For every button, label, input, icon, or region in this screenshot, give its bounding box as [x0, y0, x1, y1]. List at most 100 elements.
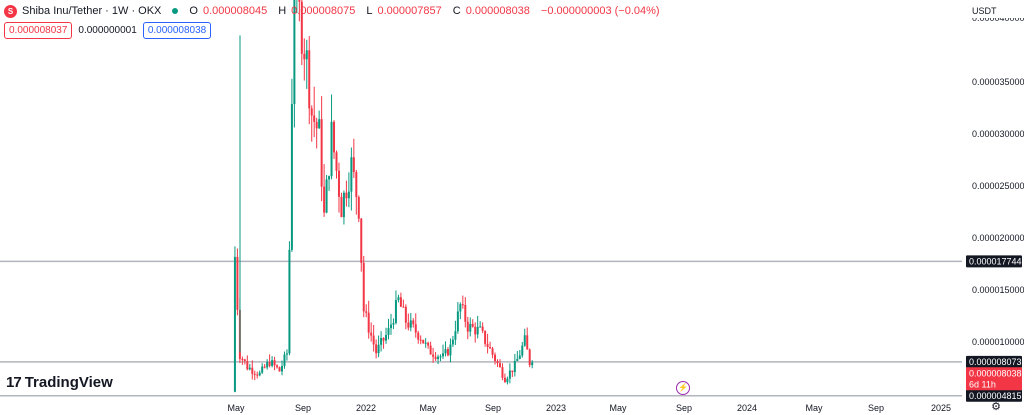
candle-body-up[interactable]	[437, 356, 440, 360]
candle-body-down[interactable]	[501, 367, 504, 378]
candle-body-up[interactable]	[271, 360, 274, 366]
candle-body-down[interactable]	[241, 358, 244, 360]
candle-body-down[interactable]	[404, 306, 407, 323]
candle-body-down[interactable]	[362, 262, 365, 312]
candle-body-up[interactable]	[283, 354, 286, 366]
candle-body-up[interactable]	[350, 157, 353, 192]
candle-body-up[interactable]	[518, 355, 521, 359]
candle-body-up[interactable]	[439, 356, 442, 358]
candle-body-down[interactable]	[511, 370, 514, 373]
symbol-title[interactable]: Shiba Inu/Tether · 1W · OKX	[22, 5, 162, 17]
candle-body-up[interactable]	[451, 339, 454, 345]
candle-body-up[interactable]	[508, 370, 511, 379]
candle-body-down[interactable]	[355, 172, 358, 198]
candle-body-down[interactable]	[486, 343, 489, 348]
candle-body-down[interactable]	[365, 311, 368, 313]
candle-body-up[interactable]	[521, 345, 524, 356]
candle-body-down[interactable]	[407, 322, 410, 328]
candle-body-up[interactable]	[261, 366, 264, 373]
candle-body-down[interactable]	[268, 362, 271, 366]
price-line-badge[interactable]	[966, 389, 1022, 402]
candle-body-down[interactable]	[526, 335, 529, 350]
candle-body-down[interactable]	[263, 366, 266, 368]
candle-body-down[interactable]	[466, 321, 469, 332]
candle-body-up[interactable]	[266, 362, 269, 368]
candle-body-down[interactable]	[461, 304, 464, 306]
candle-body-down[interactable]	[278, 367, 281, 372]
candle-body-up[interactable]	[288, 249, 291, 354]
candle-body-up[interactable]	[233, 256, 236, 392]
candle-body-up[interactable]	[387, 328, 390, 335]
candle-body-down[interactable]	[372, 335, 375, 345]
candle-body-up[interactable]	[469, 323, 472, 332]
candle-body-down[interactable]	[357, 197, 360, 219]
candle-body-down[interactable]	[251, 367, 254, 374]
candle-body-up[interactable]	[397, 297, 400, 301]
candle-body-down[interactable]	[256, 374, 259, 376]
gear-icon[interactable]: ⚙	[991, 401, 1001, 413]
candle-body-down[interactable]	[360, 218, 363, 263]
candle-body-down[interactable]	[352, 157, 355, 173]
candle-body-down[interactable]	[382, 338, 385, 341]
candle-body-down[interactable]	[446, 349, 449, 356]
candle-body-up[interactable]	[330, 121, 333, 177]
candle-body-up[interactable]	[444, 349, 447, 354]
candle-body-down[interactable]	[370, 332, 373, 336]
candle-body-up[interactable]	[318, 119, 321, 129]
candle-body-up[interactable]	[389, 324, 392, 329]
candle-body-up[interactable]	[347, 191, 350, 199]
candle-body-up[interactable]	[479, 326, 482, 328]
last-price-badge[interactable]	[966, 367, 1022, 391]
candle-body-down[interactable]	[340, 196, 343, 218]
candle-body-down[interactable]	[276, 365, 279, 368]
candle-body-up[interactable]	[454, 331, 457, 340]
candle-body-down[interactable]	[491, 348, 494, 355]
candle-body-down[interactable]	[246, 361, 249, 370]
candle-body-up[interactable]	[293, 0, 296, 105]
candle-body-down[interactable]	[481, 326, 484, 331]
candle-body-up[interactable]	[305, 50, 308, 60]
candle-body-up[interactable]	[523, 335, 526, 346]
candle-body-up[interactable]	[281, 365, 284, 372]
candle-body-up[interactable]	[394, 300, 397, 323]
candle-body-up[interactable]	[380, 338, 383, 345]
candle-body-up[interactable]	[531, 362, 534, 366]
candle-body-up[interactable]	[392, 322, 395, 325]
candle-body-down[interactable]	[335, 152, 338, 171]
candle-body-down[interactable]	[427, 342, 430, 346]
candle-body-up[interactable]	[328, 176, 331, 180]
candle-body-down[interactable]	[414, 324, 417, 333]
candle-body-down[interactable]	[323, 186, 326, 213]
candle-body-up[interactable]	[449, 344, 452, 356]
candle-body-down[interactable]	[429, 345, 432, 355]
candle-body-up[interactable]	[513, 361, 516, 373]
candle-body-down[interactable]	[315, 121, 318, 129]
candle-body-up[interactable]	[258, 372, 261, 376]
candle-body-down[interactable]	[471, 323, 474, 327]
candle-body-up[interactable]	[442, 353, 445, 357]
price-line-badge[interactable]	[966, 255, 1022, 268]
candle-body-down[interactable]	[417, 332, 420, 340]
candle-body-up[interactable]	[476, 326, 479, 335]
candle-body-down[interactable]	[375, 344, 378, 354]
candle-body-up[interactable]	[325, 179, 328, 213]
candle-body-down[interactable]	[496, 361, 499, 364]
candle-body-down[interactable]	[489, 347, 492, 349]
candle-body-down[interactable]	[236, 256, 239, 310]
buy-button[interactable]: 0.000008038	[142, 22, 212, 39]
candle-body-down[interactable]	[298, 0, 301, 2]
candle-body-down[interactable]	[300, 1, 303, 54]
candle-body-down[interactable]	[494, 354, 497, 362]
candle-body-up[interactable]	[516, 358, 519, 362]
currency-selector[interactable]: USDT	[966, 2, 1022, 20]
candle-body-down[interactable]	[313, 115, 316, 122]
candle-body-down[interactable]	[345, 192, 348, 199]
candle-body-up[interactable]	[248, 367, 251, 370]
candle-body-down[interactable]	[253, 373, 256, 375]
candle-body-down[interactable]	[303, 53, 306, 60]
candle-body-up[interactable]	[456, 311, 459, 332]
candle-body-down[interactable]	[484, 330, 487, 344]
price-line-badge[interactable]	[966, 355, 1022, 368]
candle-body-up[interactable]	[285, 353, 288, 355]
candle-body-down[interactable]	[333, 121, 336, 153]
